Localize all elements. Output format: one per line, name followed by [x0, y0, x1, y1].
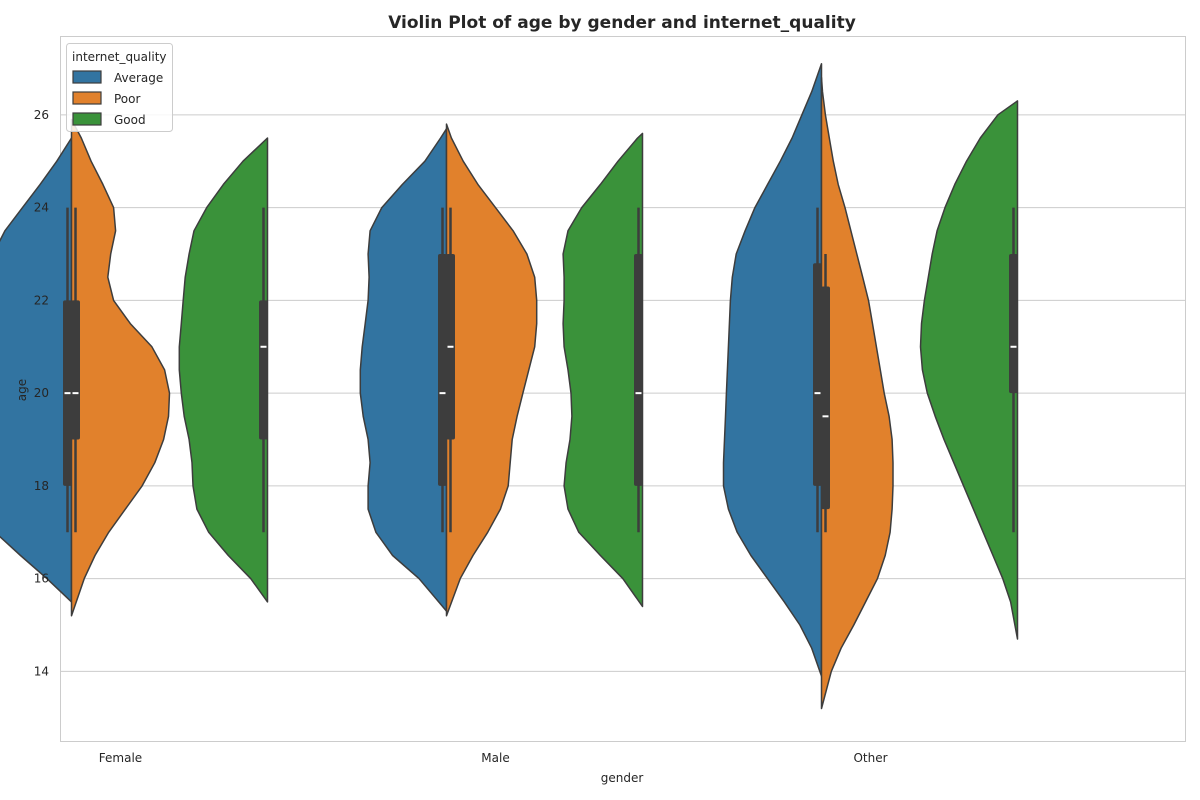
- legend: internet_quality Average Poor Good: [66, 43, 173, 132]
- violin-female-poor: [70, 118, 171, 617]
- violin-female-average: [0, 137, 73, 603]
- legend-swatch-good: [72, 112, 102, 126]
- violin-other-poor: [820, 76, 894, 710]
- legend-items: Average Poor Good: [72, 70, 163, 127]
- legend-swatch-average: [72, 70, 102, 84]
- iqr-box-other-poor: [821, 286, 830, 510]
- iqr-box-other-average: [813, 263, 822, 486]
- y-tick-label: 14: [34, 664, 49, 678]
- iqr-box-male-average: [438, 253, 447, 486]
- legend-box: [66, 43, 173, 132]
- violin-male-good: [562, 132, 644, 608]
- violins-group: [0, 63, 1019, 710]
- iqr-box-male-good: [634, 253, 643, 486]
- y-tick-label: 26: [34, 108, 49, 122]
- y-tick-label: 16: [34, 572, 49, 586]
- x-tick-label: Male: [481, 751, 509, 765]
- chart-title: Violin Plot of age by gender and interne…: [388, 13, 856, 33]
- tick-labels: 14 16 18 20 22 24 26 Female Male Other: [34, 108, 888, 765]
- violin-other-good: [919, 100, 1019, 640]
- inner-boxes-group: [63, 207, 1018, 533]
- violin-female-good: [178, 137, 269, 603]
- legend-label-good: Good: [114, 113, 146, 127]
- legend-label-poor: Poor: [114, 92, 140, 106]
- legend-title: internet_quality: [72, 50, 167, 64]
- violin-male-poor: [445, 123, 538, 617]
- x-axis-label: gender: [601, 771, 644, 785]
- x-tick-label: Female: [99, 751, 142, 765]
- iqr-box-other-good: [1009, 253, 1018, 394]
- violin-male-average: [359, 128, 448, 612]
- legend-swatch-poor: [72, 91, 102, 105]
- y-tick-label: 20: [34, 386, 49, 400]
- legend-label-average: Average: [114, 71, 163, 85]
- y-axis-label: age: [15, 379, 29, 401]
- iqr-box-female-poor: [71, 300, 80, 440]
- violin-other-average: [722, 63, 823, 677]
- y-tick-label: 18: [34, 479, 49, 493]
- y-tick-label: 24: [34, 201, 49, 215]
- x-tick-label: Other: [853, 751, 887, 765]
- y-tick-label: 22: [34, 293, 49, 307]
- iqr-box-female-good: [259, 300, 268, 440]
